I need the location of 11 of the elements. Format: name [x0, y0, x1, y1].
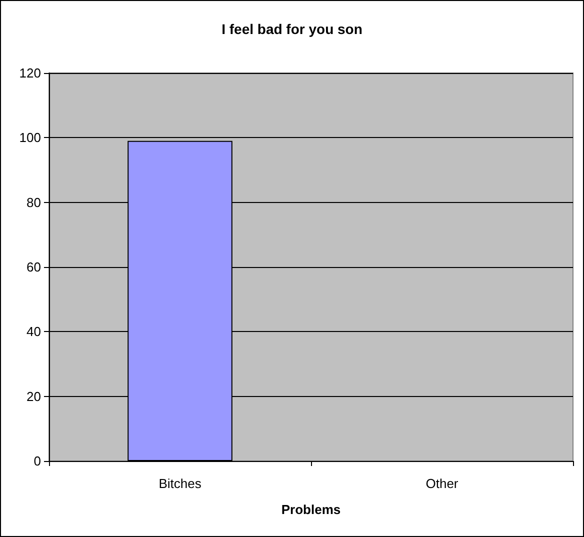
- y-tick-label: 20: [26, 388, 41, 404]
- y-tick-label: 60: [26, 260, 41, 274]
- y-tick-label: 80: [26, 194, 41, 210]
- x-tick-label: Bitches: [158, 476, 202, 491]
- x-tick-label: Other: [426, 476, 459, 491]
- y-tick-label: 120: [19, 66, 41, 80]
- x-axis-title: Problems: [281, 502, 341, 517]
- chart-title: I feel bad for you son: [222, 21, 362, 37]
- y-tick-label: 40: [26, 324, 41, 340]
- y-tick-label: 0: [34, 454, 41, 468]
- y-tick-label: 100: [19, 130, 41, 146]
